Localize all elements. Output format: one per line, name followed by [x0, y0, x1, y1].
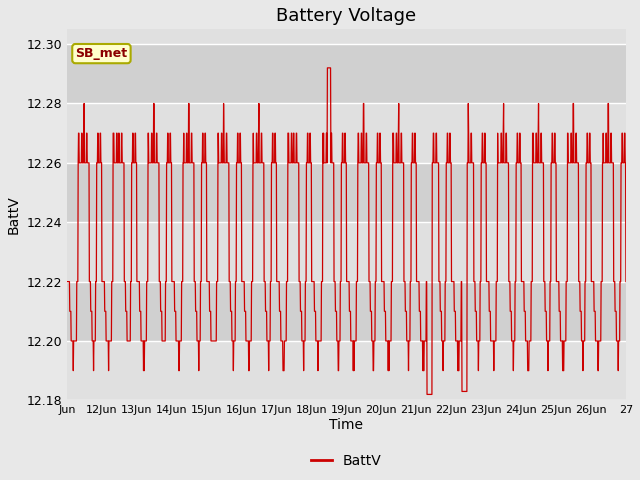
Bar: [67, 282, 626, 341]
Y-axis label: BattV: BattV: [7, 195, 21, 234]
Text: SB_met: SB_met: [76, 47, 127, 60]
Bar: [67, 44, 626, 104]
Legend: BattV: BattV: [305, 448, 387, 473]
Bar: [67, 341, 626, 400]
X-axis label: Time: Time: [330, 418, 364, 432]
Title: Battery Voltage: Battery Voltage: [276, 7, 417, 25]
Bar: [67, 163, 626, 222]
Bar: [67, 104, 626, 163]
Bar: [67, 222, 626, 282]
